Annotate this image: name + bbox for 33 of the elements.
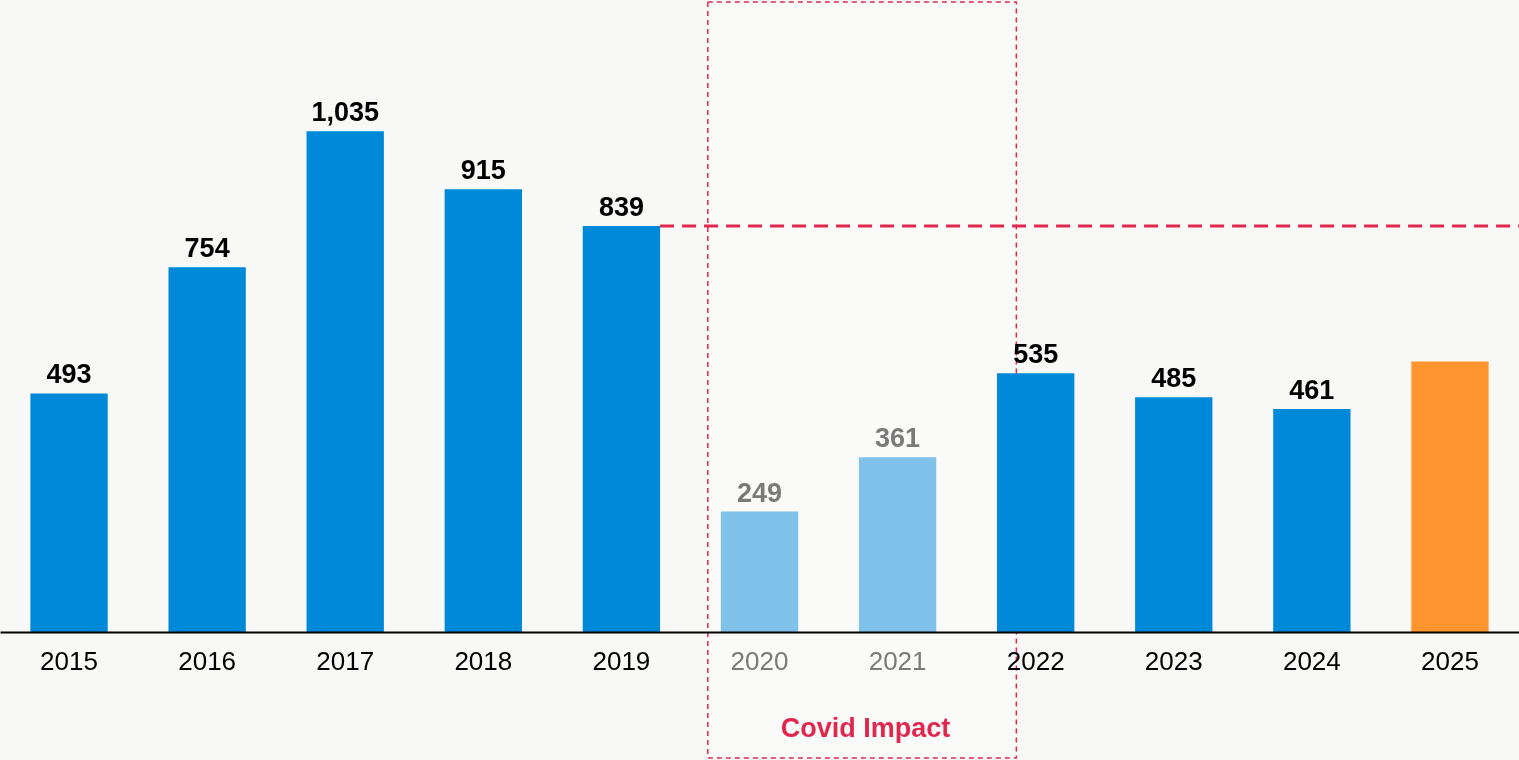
bar xyxy=(306,131,384,632)
data-label: 485 xyxy=(1151,363,1197,394)
x-tick-label: 2018 xyxy=(454,645,513,676)
bar xyxy=(444,189,522,632)
data-label: 461 xyxy=(1289,374,1335,405)
bar xyxy=(1135,397,1213,632)
data-label: 915 xyxy=(460,155,506,186)
x-tick-label: 2022 xyxy=(1006,645,1065,676)
bar xyxy=(168,267,246,632)
x-tick-label: 2017 xyxy=(316,645,375,676)
bar xyxy=(858,457,937,632)
bar xyxy=(1273,408,1351,632)
x-tick-label: 2021 xyxy=(868,645,927,676)
x-tick-label: 2016 xyxy=(178,645,237,676)
x-tick-label: 2020 xyxy=(730,645,789,676)
x-tick-label: 2025 xyxy=(1421,645,1479,676)
bar xyxy=(720,511,799,632)
data-label: 249 xyxy=(736,477,783,508)
bar xyxy=(997,373,1075,632)
data-label: 493 xyxy=(46,359,92,390)
data-label: 535 xyxy=(1013,339,1059,370)
x-tick-label: 2024 xyxy=(1282,645,1341,676)
data-label: 361 xyxy=(875,423,921,454)
data-label: 754 xyxy=(184,233,230,264)
bar xyxy=(1411,361,1489,632)
band-label: Covid Impact xyxy=(780,713,951,743)
x-tick-label: 2019 xyxy=(592,645,651,676)
x-tick-label: 2015 xyxy=(40,645,98,676)
bar xyxy=(582,226,661,632)
x-tick-label: 2023 xyxy=(1144,645,1203,676)
bar xyxy=(30,393,108,632)
data-label: 1,035 xyxy=(311,97,380,128)
data-label: 839 xyxy=(598,192,644,223)
